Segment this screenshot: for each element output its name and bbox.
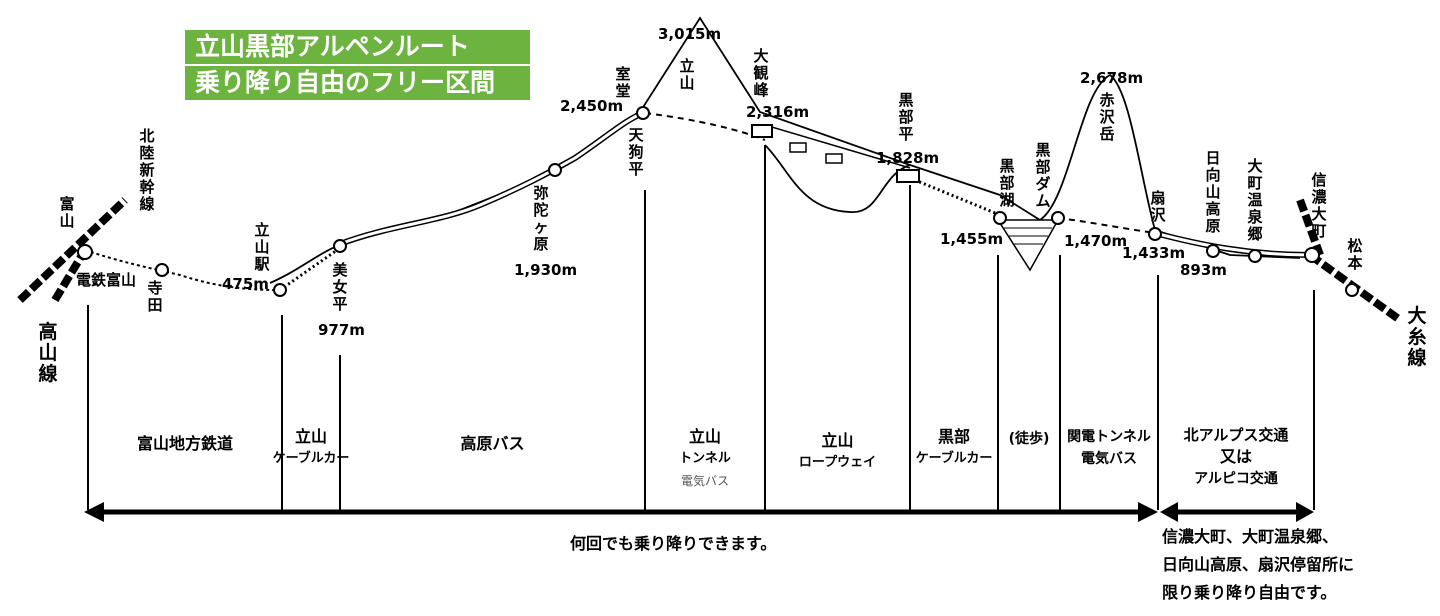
label-matsumoto: 松本 (1347, 237, 1363, 272)
label-kurobe-dam: 黒部ダム (1035, 141, 1051, 210)
label-kurobedaira: 黒部平 (898, 91, 914, 143)
segment-bus: 北アルプス交通 又は アルピコ交通 (1158, 424, 1314, 490)
gondola-2 (825, 153, 843, 164)
segment-kurobe-cable-l2: ケーブルカー (915, 451, 993, 466)
label-bijodaira: 美女平 (332, 261, 348, 313)
hokuriku-shinkansen-track (17, 197, 128, 303)
label-tengudaira: 天狗平 (628, 126, 644, 178)
limited-zone-note-2: 日向山高原、扇沢停留所に (1162, 555, 1355, 574)
elev-kurobeko: 1,455m (940, 230, 1004, 248)
elev-kurobedaira: 1,828m (876, 149, 940, 167)
label-hinata-yama-kogen: 日向山高原 (1205, 149, 1221, 235)
label-tateyama-eki: 立山駅 (254, 221, 270, 273)
segment-kanden-tunnel: 関電トンネル 電気バス (1060, 426, 1158, 470)
label-oito-line: 大糸線 (1407, 305, 1427, 369)
segment-walking: (徒歩) (1008, 431, 1050, 447)
segment-tateyama-ropeway-l2: ロープウェイ (798, 455, 877, 470)
segment-bus-l1: 北アルプス交通 (1183, 426, 1289, 444)
segment-kurobe-cable: 黒部 ケーブルカー (906, 426, 1002, 470)
elev-ogizawa: 1,433m (1122, 244, 1186, 262)
route-subtitle-banner: 乗り降り自由のフリー区間 (185, 66, 530, 100)
gondola-1 (789, 142, 807, 153)
section-dividers (87, 145, 1315, 510)
label-midagahara: 弥陀ヶ原 (533, 184, 549, 253)
segment-tateyama-tunnel-l2: トンネル (679, 451, 731, 466)
limited-zone-note-1: 信濃大町、大町温泉郷、 (1162, 527, 1339, 546)
kurobe-cable-rail (909, 176, 1001, 217)
segment-tateyama-tunnel-l1: 立山 (688, 427, 721, 446)
elev-daikanbo: 2,316m (746, 103, 810, 121)
elev-midagahara: 1,930m (514, 261, 578, 279)
label-murodo: 室堂 (615, 65, 631, 100)
elev-murodo: 2,450m (560, 97, 624, 115)
kurobe-lake (996, 219, 1060, 272)
label-takayama-line: 高山線 (38, 321, 58, 385)
label-dentetsu-toyama: 電鉄富山 (76, 271, 137, 289)
elev-bijodaira: 977m (318, 321, 365, 339)
toyama-chitetsu-rail (84, 249, 281, 291)
limited-zone-note-3: 限り乗り降り自由です。 (1162, 583, 1337, 602)
segment-kurobe-cable-l1: 黒部 (937, 427, 970, 446)
segment-tateyama-ropeway-l1: 立山 (821, 431, 854, 450)
elev-kurobe-dam: 1,470m (1064, 232, 1128, 250)
label-omachi-onsenkyo: 大町温泉郷 (1247, 157, 1263, 243)
kanden-tunnel-dashed-line (1057, 217, 1156, 234)
segment-tateyama-cable: 立山 ケーブルカー (258, 426, 364, 470)
segment-highland-bus: 高原バス (460, 434, 525, 453)
segment-bus-l3: アルピコ交通 (1194, 471, 1278, 487)
elev-akazawadake: 2,678m (1080, 69, 1144, 87)
takayama-line-track (51, 247, 89, 303)
highland-bus-road (338, 109, 647, 247)
route-title-banner: 立山黒部アルペンルート (185, 30, 530, 64)
label-hokuriku-shinkansen: 北陸新幹線 (139, 127, 155, 213)
elev-tateyama: 3,015m (658, 25, 722, 43)
segment-toyama-chitetsu: 富山地方鉄道 (136, 434, 233, 453)
label-kurobeko: 黒部湖 (999, 157, 1015, 209)
segment-kanden-tunnel-l1: 関電トンネル (1067, 429, 1151, 445)
station-markers (77, 106, 1359, 297)
label-akazawadake: 赤沢岳 (1099, 91, 1115, 143)
segment-kanden-tunnel-l2: 電気バス (1081, 451, 1137, 467)
segment-tateyama-ropeway: 立山 ロープウェイ (765, 430, 910, 474)
ropeway-cable (764, 124, 911, 169)
tateyama-cable-rail (279, 246, 341, 292)
segment-tateyama-tunnel: 立山 トンネル 電気バス (645, 426, 765, 492)
segment-bus-l2: 又は (1219, 447, 1252, 466)
segment-tateyama-cable-l2: ケーブルカー (272, 451, 350, 466)
label-terada: 寺田 (147, 279, 163, 314)
kurobedaira-station (896, 169, 920, 183)
daikanbo-station (751, 124, 773, 138)
segment-tateyama-tunnel-l3: 電気バス (680, 474, 729, 488)
label-daikanbo: 大観峰 (753, 47, 769, 99)
elev-shinano-omachi: 893m (1180, 261, 1227, 279)
label-shinano-omachi: 信濃大町 (1311, 171, 1327, 240)
label-ogizawa: 扇沢 (1150, 189, 1166, 224)
segment-tateyama-cable-l1: 立山 (294, 427, 327, 446)
elev-tateyama-eki: 475m (222, 275, 269, 293)
label-toyama: 富山 (59, 195, 75, 230)
label-tateyama-peak: 立山 (679, 57, 695, 92)
free-zone-note: 何回でも乗り降りできます。 (570, 534, 777, 553)
